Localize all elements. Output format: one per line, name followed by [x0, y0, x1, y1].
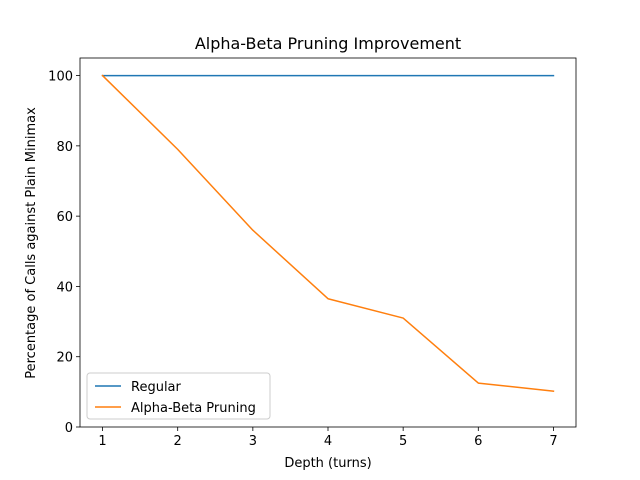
x-tick-label-3: 4: [324, 434, 332, 449]
series-line-1: [101, 74, 555, 392]
legend-box: [86, 372, 271, 420]
y-tick-label-4: 80: [56, 140, 73, 155]
legend: Regular Alpha-Beta Pruning: [86, 372, 271, 420]
legend-label-0: Regular: [131, 380, 182, 395]
x-tick-label-4: 5: [399, 434, 407, 449]
y-axis-label: Percentage of Calls against Plain Minima…: [24, 107, 39, 379]
plot-area: 1 2 3 4 5 6 7 0 20 40 60 80 100: [48, 57, 577, 449]
y-tick-label-2: 40: [56, 280, 73, 295]
legend-label-1: Alpha-Beta Pruning: [131, 401, 256, 416]
y-tick-label-1: 20: [56, 351, 73, 366]
x-tick-label-6: 7: [549, 434, 557, 449]
axes-frame: [79, 57, 577, 428]
x-tick-label-2: 3: [249, 434, 257, 449]
x-tick-label-5: 6: [474, 434, 482, 449]
chart-title: Alpha-Beta Pruning Improvement: [195, 34, 461, 53]
y-tick-label-0: 0: [65, 421, 73, 436]
x-tick-label-0: 1: [98, 434, 106, 449]
y-tick-label-5: 100: [48, 70, 73, 85]
x-tick-label-1: 2: [174, 434, 182, 449]
x-axis-label: Depth (turns): [284, 456, 371, 471]
y-tick-label-3: 60: [56, 210, 73, 225]
